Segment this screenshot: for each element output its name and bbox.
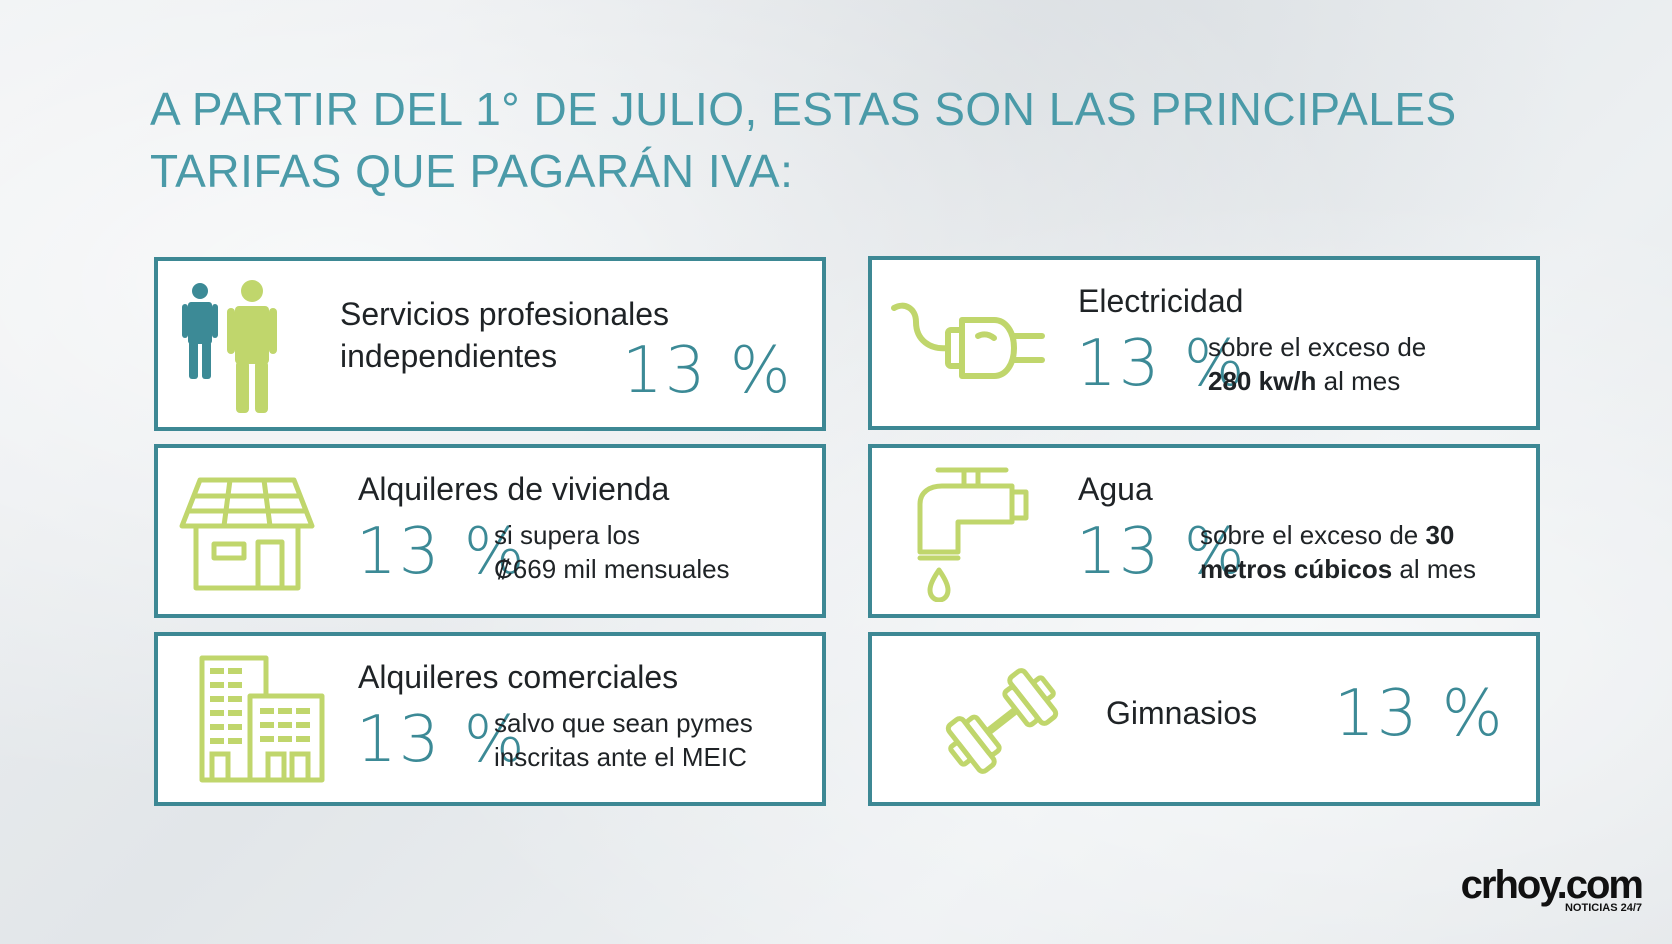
desc-line-1: sobre el exceso de 30 bbox=[1200, 518, 1476, 552]
card-alquileres-vivienda: Alquileres de vivienda 13 % si supera lo… bbox=[154, 444, 826, 618]
plug-icon bbox=[890, 298, 1050, 388]
desc-rest: al mes bbox=[1392, 554, 1476, 584]
desc-line-1: salvo que sean pymes bbox=[494, 708, 753, 738]
desc-line-1: si supera los bbox=[494, 520, 640, 550]
rate-label: 13 % bbox=[1076, 515, 1247, 589]
desc-line-2: ₡669 mil mensuales bbox=[494, 554, 730, 584]
card-title-line-2: independientes bbox=[340, 338, 558, 374]
card-description: sobre el exceso de 30 metros cúbicos al … bbox=[1200, 518, 1476, 586]
dumbbell-icon bbox=[942, 666, 1062, 776]
page-title: A PARTIR DEL 1° DE JULIO, ESTAS SON LAS … bbox=[150, 78, 1550, 202]
desc-bold: 30 bbox=[1425, 520, 1455, 550]
rate-label: 13 % bbox=[1076, 327, 1247, 401]
desc-bold-2: metros cúbicos bbox=[1200, 554, 1393, 584]
desc-line-2: 280 kw/h al mes bbox=[1208, 364, 1426, 398]
desc-line-1: sobre el exceso de bbox=[1208, 332, 1427, 362]
card-title-line-1: Servicios profesionales bbox=[340, 296, 670, 332]
desc-bold: 280 kw/h bbox=[1208, 366, 1317, 396]
card-title: Electricidad bbox=[1078, 283, 1244, 319]
buildings-icon bbox=[198, 654, 328, 784]
house-icon bbox=[178, 474, 318, 594]
title-line-1: A PARTIR DEL 1° DE JULIO, ESTAS SON LAS … bbox=[150, 83, 1457, 135]
rate-label: 13 % bbox=[356, 515, 527, 589]
logo-name: crhoy.com bbox=[1460, 863, 1644, 907]
card-title: Gimnasios bbox=[1106, 695, 1258, 731]
brand-logo: crhoy.com NOTICIAS 24/7 bbox=[1460, 863, 1644, 914]
rate-label: 13 % bbox=[622, 334, 793, 408]
faucet-icon bbox=[912, 462, 1032, 602]
card-description: sobre el exceso de 280 kw/h al mes bbox=[1208, 330, 1426, 398]
desc-line-2: inscritas ante el MEIC bbox=[494, 742, 747, 772]
card-title: Alquileres comerciales bbox=[358, 659, 679, 695]
rate-label: 13 % bbox=[356, 703, 527, 777]
card-title: Agua bbox=[1078, 471, 1153, 507]
desc-start: sobre el exceso de bbox=[1200, 520, 1426, 550]
card-electricidad: Electricidad 13 % sobre el exceso de 280… bbox=[868, 256, 1540, 430]
title-line-2: TARIFAS QUE PAGARÁN IVA: bbox=[150, 145, 794, 197]
desc-rest: al mes bbox=[1316, 366, 1401, 396]
card-description: si supera los ₡669 mil mensuales bbox=[494, 518, 730, 586]
desc-line-2: metros cúbicos al mes bbox=[1200, 552, 1476, 586]
card-title: Alquileres de vivienda bbox=[358, 471, 670, 507]
card-gimnasios: Gimnasios 13 % bbox=[868, 632, 1540, 806]
card-servicios-profesionales: Servicios profesionales independientes 1… bbox=[154, 257, 826, 431]
card-agua: Agua 13 % sobre el exceso de 30 metros c… bbox=[868, 444, 1540, 618]
people-icon bbox=[178, 277, 288, 417]
card-title: Servicios profesionales independientes bbox=[340, 293, 669, 377]
logo-tagline: NOTICIAS 24/7 bbox=[1564, 902, 1642, 914]
rate-label: 13 % bbox=[1334, 677, 1505, 751]
card-description: salvo que sean pymes inscritas ante el M… bbox=[494, 706, 753, 774]
card-alquileres-comerciales: Alquileres comerciales 13 % salvo que se… bbox=[154, 632, 826, 806]
